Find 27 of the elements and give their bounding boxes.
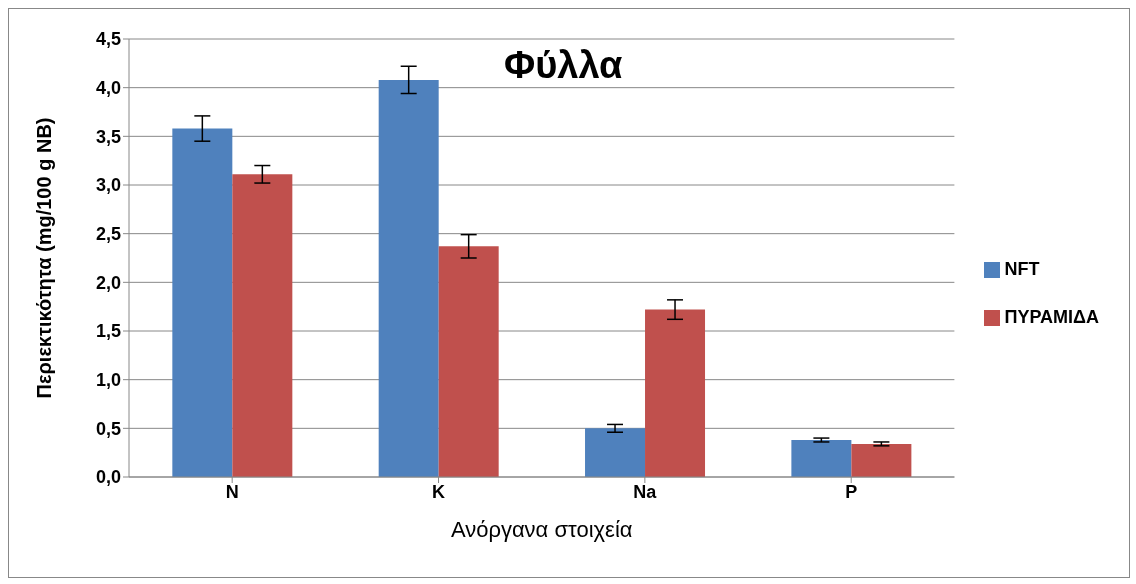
- y-axis-title: Περιεκτικότητα (mg/100 g NB): [33, 117, 56, 399]
- y-tick-label: 3,0: [95, 175, 121, 196]
- bar: [232, 174, 293, 477]
- y-tick-label: 1,0: [95, 370, 121, 391]
- y-tick-label: 1,5: [95, 321, 121, 342]
- y-tick-label: 2,0: [95, 272, 121, 293]
- y-tick-label: 4,5: [95, 29, 121, 50]
- bar: [378, 79, 439, 477]
- chart-title: Φύλλα: [504, 44, 623, 87]
- y-tick-label: 4,0: [95, 78, 121, 99]
- y-tick-label: 0,0: [95, 467, 121, 488]
- bar: [645, 309, 706, 477]
- bar: [438, 246, 499, 477]
- bar: [851, 443, 912, 477]
- y-tick-label: 3,5: [95, 126, 121, 147]
- y-tick-label: 2,5: [95, 224, 121, 245]
- legend-label: NFT: [1004, 259, 1040, 279]
- x-tick-label: P: [845, 481, 858, 502]
- x-axis-title: Ανόργανα στοιχεία: [450, 517, 633, 542]
- bar: [172, 128, 233, 477]
- y-tick-label: 0,5: [95, 418, 121, 439]
- x-tick-label: Na: [633, 481, 658, 502]
- bar: [585, 428, 646, 477]
- bar: [791, 440, 852, 477]
- x-tick-label: K: [432, 481, 446, 502]
- legend-label: ΠΥΡΑΜΙΔΑ: [1004, 307, 1099, 327]
- x-tick-label: N: [225, 481, 239, 502]
